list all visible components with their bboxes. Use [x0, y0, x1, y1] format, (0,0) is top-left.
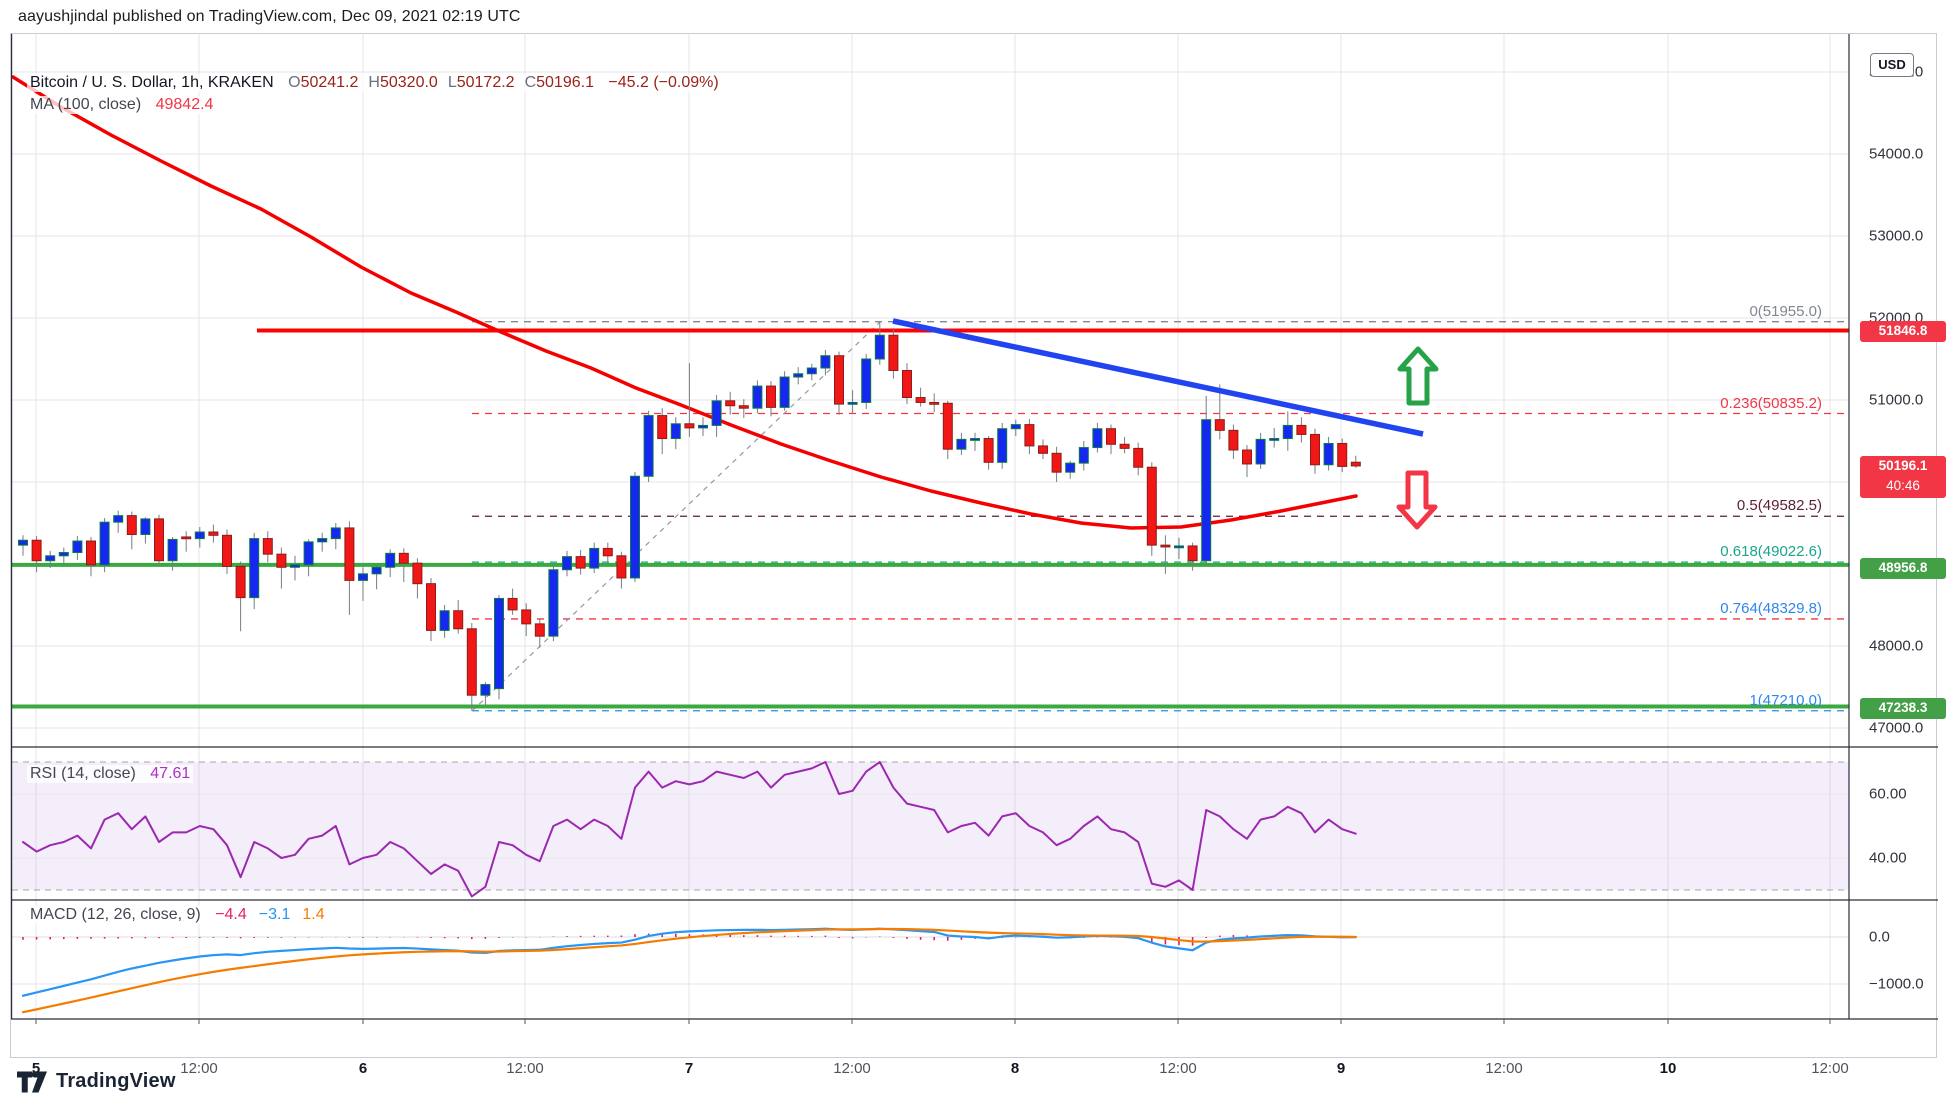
published-byline: aayushjindal published on TradingView.co…	[18, 8, 521, 25]
time-axis-label[interactable]: 8	[1010, 1060, 1020, 1077]
ohlc-values: O50241.2 H50320.0 L50172.2 C50196.1	[288, 74, 604, 91]
ohlc-item: O50241.2	[288, 74, 359, 91]
macd-value: −3.1	[258, 906, 291, 923]
macd-label: MACD (12, 26, close, 9)	[30, 906, 201, 923]
time-axis-label[interactable]: 12:00	[833, 1060, 871, 1077]
currency-button[interactable]: USD	[1870, 53, 1914, 77]
macd-values: −4.4 −3.1 1.4	[215, 906, 336, 923]
ma-legend: MA (100, close) 49842.4	[27, 96, 217, 114]
brand-name: TradingView	[56, 1070, 176, 1092]
ohlc-item: C50196.1	[524, 74, 594, 91]
rsi-legend: RSI (14, close) 47.61	[27, 765, 194, 783]
macd-value: 1.4	[302, 906, 325, 923]
footer-logo[interactable]: TradingView	[17, 1070, 176, 1093]
symbol-legend: Bitcoin / U. S. Dollar, 1h, KRAKEN O5024…	[27, 74, 722, 92]
rsi-value: 47.61	[150, 765, 191, 782]
tradingview-icon	[17, 1071, 47, 1092]
time-axis-label[interactable]: 12:00	[1811, 1060, 1849, 1077]
time-axis-label[interactable]: 10	[1659, 1060, 1677, 1077]
chart-container: Bitcoin / U. S. Dollar, 1h, KRAKEN O5024…	[10, 33, 1946, 1077]
macd-legend: MACD (12, 26, close, 9) −4.4 −3.1 1.4	[27, 906, 340, 924]
time-axis-label[interactable]: 12:00	[506, 1060, 544, 1077]
time-axis-label[interactable]: 12:00	[180, 1060, 218, 1077]
rsi-label: RSI (14, close)	[30, 765, 136, 782]
symbol-title: Bitcoin / U. S. Dollar, 1h, KRAKEN	[30, 74, 274, 91]
change-value: −45.2 (−0.09%)	[608, 74, 719, 91]
time-axis-label[interactable]: 9	[1336, 1060, 1346, 1077]
ma-label: MA (100, close)	[30, 96, 142, 113]
chart-canvas[interactable]	[11, 34, 1938, 1059]
ma-value: 49842.4	[155, 96, 214, 113]
up-arrow-icon	[1397, 346, 1439, 406]
time-axis-label[interactable]: 12:00	[1159, 1060, 1197, 1077]
ohlc-item: L50172.2	[447, 74, 515, 91]
ohlc-item: H50320.0	[368, 74, 438, 91]
time-axis-label[interactable]: 7	[684, 1060, 694, 1077]
time-axis-label[interactable]: 6	[358, 1060, 368, 1077]
time-axis-label[interactable]: 12:00	[1485, 1060, 1523, 1077]
down-arrow-icon	[1396, 470, 1438, 530]
macd-value: −4.4	[215, 906, 247, 923]
